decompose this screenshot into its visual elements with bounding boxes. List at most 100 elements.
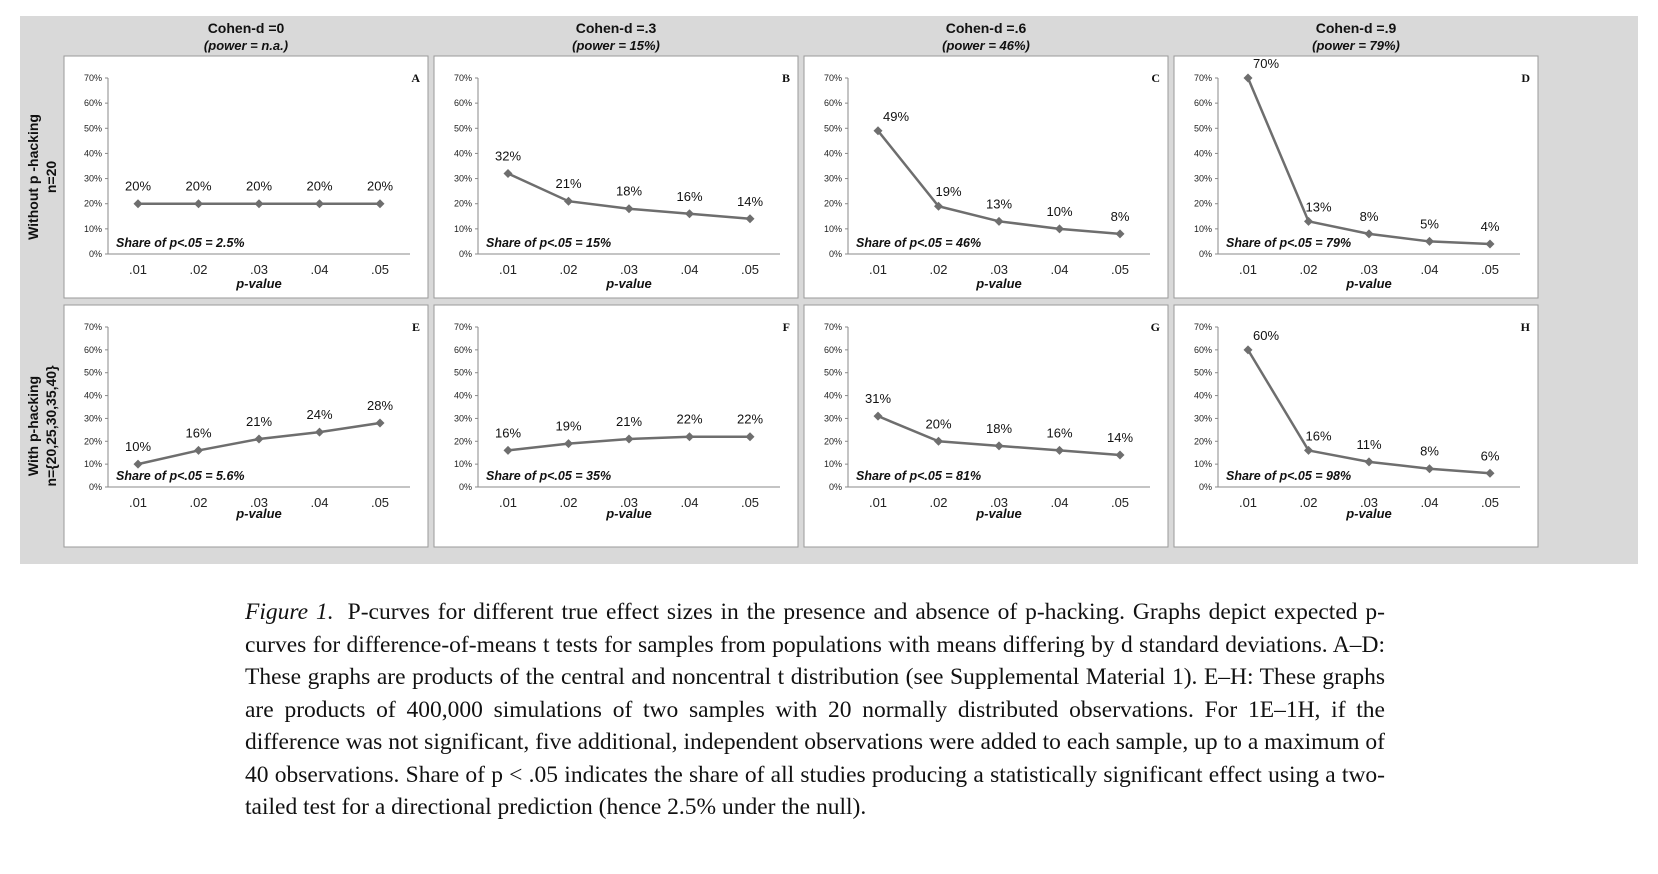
data-label: 20% [306, 179, 332, 194]
data-point [133, 199, 143, 209]
panel-letter: D [1521, 71, 1530, 85]
y-tick-label: 70% [824, 322, 842, 332]
y-tick-label: 10% [454, 224, 472, 234]
figure-svg: Cohen-d =0 (power = n.a.) Cohen-d =.3 (powe… [20, 16, 1638, 564]
y-tick-label: 0% [1199, 482, 1212, 492]
y-tick-label: 40% [824, 148, 842, 158]
share-annotation: Share of p<.05 = 81% [856, 469, 981, 483]
data-label: 21% [246, 414, 272, 429]
y-tick-label: 10% [84, 459, 102, 469]
x-tick-label: .02 [929, 262, 947, 277]
x-tick-label: .04 [1420, 262, 1438, 277]
data-point [194, 445, 203, 455]
data-point [1485, 239, 1495, 249]
panel-frame [63, 55, 429, 299]
data-label: 8% [1111, 209, 1130, 224]
y-tick-label: 40% [824, 391, 842, 401]
data-label: 21% [555, 176, 581, 191]
y-tick-label: 0% [829, 482, 842, 492]
data-label: 19% [555, 419, 581, 434]
panel-H: 0% 10% 20% 30% 40% 50% 60% 70% .01 .02 .03 .04 .05 p-… [1173, 304, 1539, 548]
y-tick-label: 70% [84, 73, 102, 83]
x-axis-title: p-value [975, 276, 1022, 291]
x-tick-label: .05 [1111, 262, 1129, 277]
panel-C: 0% 10% 20% 30% 40% 50% 60% 70% .01 .02 .03 .04 .05 p-… [803, 55, 1169, 299]
x-tick-label: .05 [1111, 495, 1129, 510]
data-point [564, 196, 573, 206]
y-tick-label: 70% [1194, 322, 1212, 332]
data-point [1055, 445, 1064, 455]
y-tick-label: 20% [84, 436, 102, 446]
data-point [503, 445, 513, 455]
y-tick-label: 0% [459, 482, 472, 492]
x-tick-label: .01 [499, 495, 517, 510]
y-tick-label: 10% [84, 224, 102, 234]
x-tick-label: .01 [869, 495, 887, 510]
x-tick-label: .01 [129, 495, 147, 510]
x-tick-label: .04 [1420, 495, 1438, 510]
data-point [873, 411, 883, 421]
data-label: 21% [616, 414, 642, 429]
data-point [685, 209, 694, 219]
y-tick-label: 40% [84, 391, 102, 401]
data-label: 14% [737, 194, 763, 209]
row-label-group: With p-hacking n={20,25,30,35,40} [25, 365, 59, 487]
x-axis-title: p-value [605, 506, 652, 521]
y-tick-label: 40% [84, 148, 102, 158]
column-subtitle: (power = 46%) [942, 38, 1030, 53]
data-point [624, 434, 634, 444]
data-label: 16% [185, 425, 211, 440]
data-point [1425, 236, 1434, 246]
data-point [375, 418, 385, 428]
y-tick-label: 70% [454, 322, 472, 332]
p-curve-figure: Cohen-d =0 (power = n.a.) Cohen-d =.3 (powe… [20, 16, 1638, 564]
data-label: 22% [737, 412, 763, 427]
data-point [194, 199, 203, 209]
y-tick-label: 20% [824, 199, 842, 209]
y-tick-label: 60% [1194, 98, 1212, 108]
x-tick-label: .04 [1050, 495, 1068, 510]
data-label: 10% [125, 439, 151, 454]
data-point [315, 427, 324, 437]
panel-frame [1173, 304, 1539, 548]
x-tick-label: .03 [620, 262, 638, 277]
data-label: 19% [935, 184, 961, 199]
data-point [1485, 468, 1495, 478]
data-point [1364, 457, 1374, 467]
data-label: 32% [495, 149, 521, 164]
column-title: Cohen-d =.9 [1316, 20, 1397, 36]
y-tick-label: 60% [84, 98, 102, 108]
y-tick-label: 0% [459, 249, 472, 259]
column-title: Cohen-d =.6 [946, 20, 1027, 36]
panel-letter: G [1151, 320, 1160, 334]
x-tick-label: .05 [1481, 495, 1499, 510]
data-label: 20% [925, 416, 951, 431]
row-label-line1: Without p -hacking [25, 114, 41, 240]
data-label: 49% [883, 109, 909, 124]
data-point [1243, 73, 1253, 83]
panel-E: 0% 10% 20% 30% 40% 50% 60% 70% .01 .02 .03 .04 .05 p-… [63, 304, 429, 548]
y-tick-label: 60% [454, 98, 472, 108]
row-label-line2: n=20 [43, 161, 59, 194]
y-tick-label: 20% [84, 199, 102, 209]
x-tick-label: .03 [1360, 262, 1378, 277]
panel-D: 0% 10% 20% 30% 40% 50% 60% 70% .01 .02 .03 .04 .05 p-… [1173, 55, 1539, 299]
y-tick-label: 50% [84, 368, 102, 378]
data-point [133, 459, 143, 469]
x-tick-label: .02 [1299, 262, 1317, 277]
data-point [994, 216, 1004, 226]
panel-F: 0% 10% 20% 30% 40% 50% 60% 70% .01 .02 .03 .04 .05 p-… [433, 304, 799, 548]
y-tick-label: 10% [454, 459, 472, 469]
x-tick-label: .02 [929, 495, 947, 510]
row-label-line2: n={20,25,30,35,40} [43, 365, 59, 487]
data-label: 14% [1107, 430, 1133, 445]
y-tick-label: 20% [454, 199, 472, 209]
y-tick-label: 30% [1194, 174, 1212, 184]
x-axis-title: p-value [235, 506, 282, 521]
y-tick-label: 50% [84, 123, 102, 133]
share-annotation: Share of p<.05 = 98% [1226, 469, 1351, 483]
y-tick-label: 30% [824, 413, 842, 423]
data-point [1364, 229, 1374, 239]
x-tick-label: .05 [741, 495, 759, 510]
y-tick-label: 70% [1194, 73, 1212, 83]
